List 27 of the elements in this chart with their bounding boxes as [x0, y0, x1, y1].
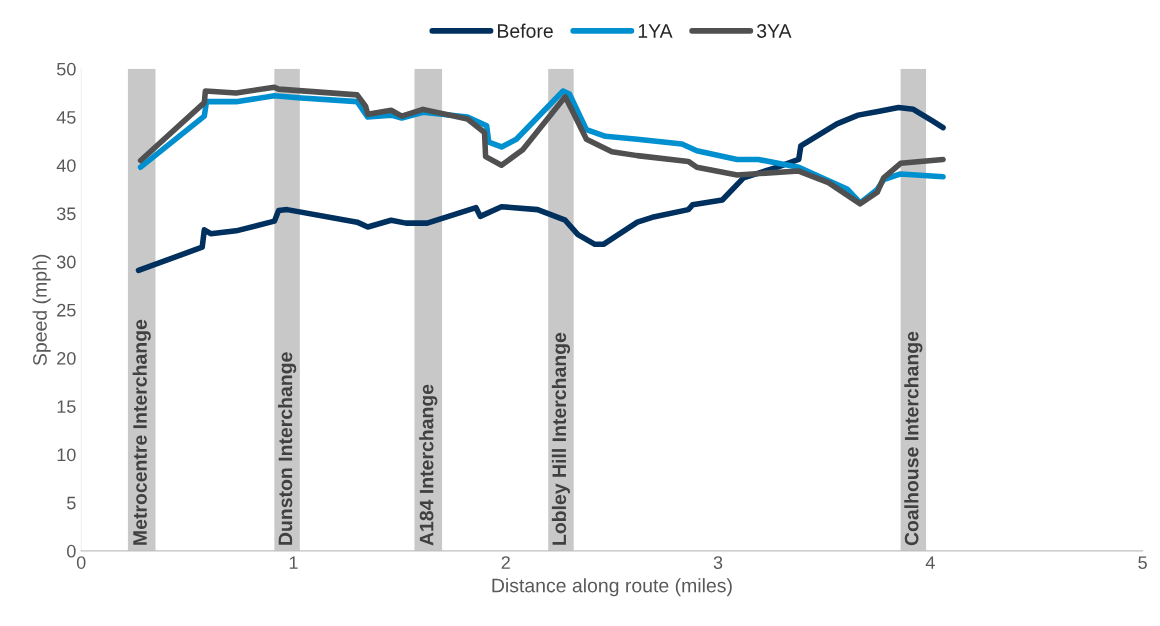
band-label: Dunston Interchange — [278, 352, 297, 545]
legend-label: 1YA — [638, 24, 673, 38]
y-tick-label: 45 — [56, 111, 76, 124]
y-tick-label: 20 — [57, 352, 76, 365]
x-axis-title: Distance along route (miles) — [492, 578, 732, 597]
band-label: Lobley Hill Interchange — [551, 332, 571, 545]
y-tick-label: 15 — [57, 400, 76, 413]
y-tick-label: 30 — [56, 255, 76, 269]
band-label: Metrocentre Interchange — [132, 319, 151, 545]
y-tick-label: 25 — [57, 303, 76, 317]
legend-label: Before — [498, 23, 553, 38]
y-axis-title: Speed (mph) — [32, 254, 51, 366]
y-tick-label: 0 — [67, 544, 76, 558]
band-label: Coalhouse Interchange — [904, 331, 923, 546]
x-tick-label: 3 — [713, 556, 723, 569]
y-tick-label: 10 — [57, 448, 76, 462]
y-tick-label: 40 — [56, 159, 76, 172]
band-label: A184 Interchange — [419, 384, 438, 546]
x-tick-label: 5 — [1138, 556, 1147, 569]
y-tick-label: 50 — [56, 62, 76, 76]
y-tick-label: 5 — [67, 496, 76, 510]
x-tick-label: 2 — [501, 556, 510, 569]
legend-label: 3YA — [756, 24, 792, 38]
x-tick-label: 4 — [925, 556, 935, 569]
x-tick-label: 0 — [76, 556, 86, 569]
y-tick-label: 35 — [56, 207, 76, 221]
x-tick-label: 1 — [289, 556, 298, 569]
